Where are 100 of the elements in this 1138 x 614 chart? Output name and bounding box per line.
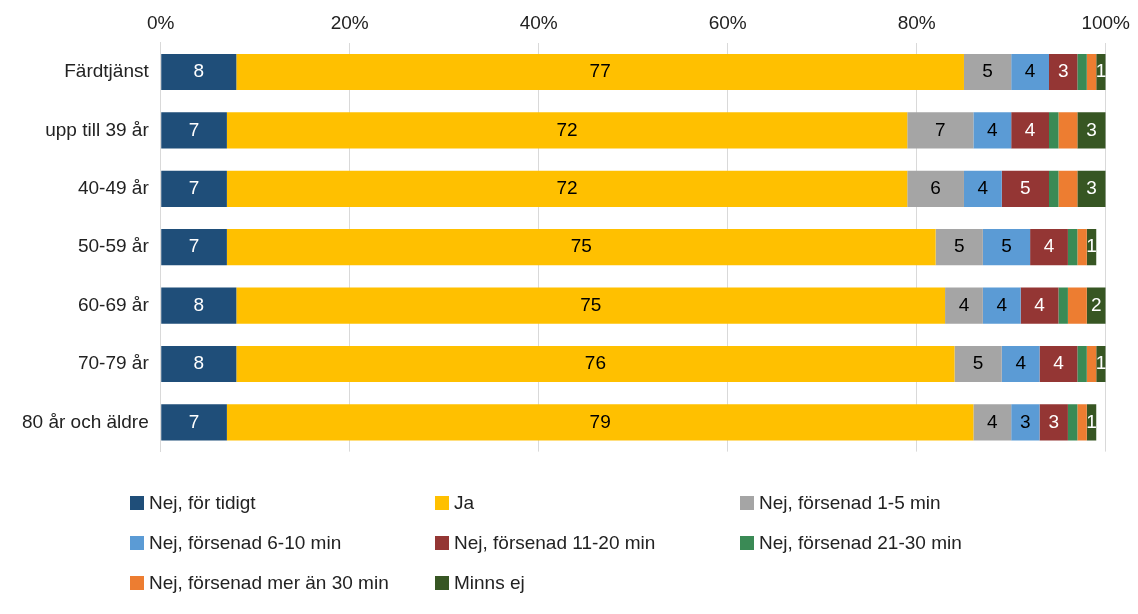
- data-label: 4: [958, 293, 970, 315]
- bar: [226, 404, 974, 441]
- bar: [982, 287, 1021, 324]
- data-label: 5: [953, 235, 965, 257]
- bar: [161, 170, 227, 207]
- data-label: 5: [1001, 235, 1012, 257]
- data-label: 3: [1048, 410, 1060, 432]
- legend-label: Nej, försenad 11-20 min: [454, 532, 656, 554]
- bar: [1001, 170, 1050, 207]
- bar: [1049, 53, 1078, 91]
- data-label: 2: [1090, 293, 1102, 315]
- y-tick-label: 50-59 år: [77, 235, 150, 257]
- bar: [1039, 345, 1078, 383]
- data-label: 8: [193, 293, 205, 315]
- x-tick-label: 0%: [147, 11, 175, 33]
- data-label: 4: [996, 293, 1008, 315]
- data-label: 3: [1086, 177, 1097, 199]
- data-label: 4: [1015, 352, 1027, 374]
- bar: [1039, 404, 1068, 441]
- data-label: 7: [188, 118, 200, 140]
- bar: [226, 170, 908, 207]
- bar: [161, 287, 237, 324]
- bar: [161, 345, 237, 383]
- bar: [1049, 112, 1059, 149]
- legend-label: Nej, för tidigt: [149, 492, 256, 514]
- bar: [1049, 170, 1059, 207]
- bar: [1067, 287, 1087, 324]
- data-label: 4: [977, 177, 989, 199]
- data-label: 75: [580, 293, 602, 315]
- y-tick-label: upp till 39 år: [45, 118, 150, 140]
- bar: [1086, 53, 1097, 91]
- y-tick-label: Färdtjänst: [64, 60, 150, 82]
- y-tick-label: 80 år och äldre: [22, 410, 149, 432]
- data-label: 6: [930, 177, 941, 199]
- data-label: 1: [1086, 410, 1097, 432]
- bar: [1058, 112, 1078, 149]
- legend-label: Ja: [454, 492, 475, 514]
- bar: [945, 287, 983, 324]
- bar: [1058, 287, 1068, 324]
- bar: [161, 53, 237, 91]
- data-label: 5: [1020, 177, 1031, 199]
- bar: [1077, 345, 1087, 383]
- data-label: 72: [556, 118, 578, 140]
- bar: [1011, 112, 1050, 149]
- data-label: 4: [987, 118, 999, 140]
- data-label: 72: [556, 177, 578, 199]
- bar: [907, 170, 964, 207]
- bar: [161, 404, 227, 441]
- y-tick-label: 60-69 år: [77, 293, 150, 315]
- legend-label: Nej, försenad 21-30 min: [759, 532, 962, 554]
- bar: [236, 345, 955, 383]
- bar: [226, 112, 908, 149]
- bar: [963, 53, 1012, 91]
- data-label: 75: [570, 235, 592, 257]
- x-tick-label: 100%: [1081, 11, 1131, 33]
- bar: [1001, 345, 1040, 383]
- bar: [1086, 345, 1097, 383]
- data-label: 1: [1095, 60, 1107, 82]
- bar: [236, 287, 946, 324]
- bar: [954, 345, 1002, 383]
- data-label: 7: [188, 177, 200, 199]
- bar: [1077, 112, 1106, 149]
- data-label: 8: [193, 352, 205, 374]
- data-label: 4: [1034, 293, 1046, 315]
- bar: [1067, 404, 1078, 441]
- bar: [973, 112, 1012, 149]
- legend-label: Nej, försenad mer än 30 min: [149, 572, 389, 594]
- data-label: 76: [584, 352, 606, 374]
- data-label: 4: [1053, 352, 1065, 374]
- data-label: 77: [589, 60, 611, 82]
- data-label: 3: [1086, 118, 1097, 140]
- bar: [1011, 53, 1050, 91]
- x-tick-label: 40%: [519, 11, 558, 33]
- y-tick-label: 40-49 år: [77, 177, 150, 199]
- data-label: 1: [1095, 352, 1107, 374]
- legend-label: Nej, försenad 6-10 min: [149, 532, 342, 554]
- data-label: 1: [1086, 235, 1097, 257]
- data-label: 79: [589, 410, 611, 432]
- data-label: 8: [193, 60, 205, 82]
- data-label: 5: [982, 60, 993, 82]
- bar: [935, 229, 983, 266]
- bar: [1077, 170, 1106, 207]
- bar: [226, 229, 936, 266]
- bar: [161, 112, 227, 149]
- bar: [907, 112, 974, 149]
- bar: [1077, 404, 1087, 441]
- y-tick-label: 70-79 år: [77, 352, 150, 374]
- x-tick-label: 60%: [708, 11, 747, 33]
- data-label: 7: [188, 410, 200, 432]
- data-label: 3: [1020, 410, 1031, 432]
- bar: [1077, 53, 1087, 91]
- data-label: 4: [1024, 118, 1036, 140]
- data-label: 7: [935, 118, 946, 140]
- data-label: 4: [987, 410, 999, 432]
- bar: [1030, 229, 1068, 266]
- bar: [1067, 229, 1078, 266]
- bar: [982, 229, 1031, 266]
- data-label: 5: [972, 352, 984, 374]
- data-label: 3: [1057, 60, 1069, 82]
- bar: [1058, 170, 1078, 207]
